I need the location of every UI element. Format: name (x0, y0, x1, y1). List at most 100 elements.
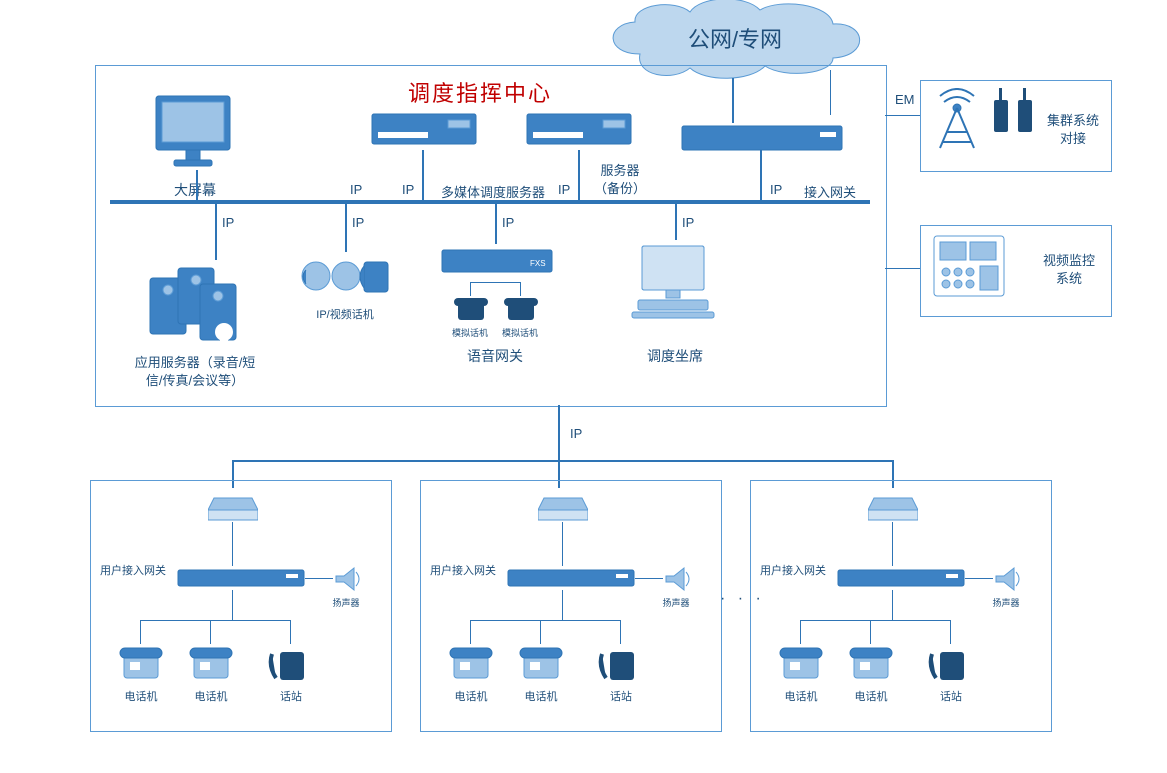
site1-t1: 电话机 (116, 688, 166, 704)
site3-station-icon (928, 644, 974, 684)
s1-h1 (140, 620, 290, 621)
site1-speaker-icon (330, 562, 364, 596)
s1-d2 (210, 620, 211, 644)
site1-phone1-icon (118, 644, 164, 684)
analog2-label: 模拟话机 (498, 326, 542, 339)
s2-d1 (470, 620, 471, 644)
ipphone-ip: IP (352, 215, 364, 230)
link-backup (578, 150, 580, 200)
analog-phone-2-icon (502, 294, 540, 326)
cloud-label: 公网/专网 (650, 22, 820, 54)
site3-phone2-icon (848, 644, 894, 684)
site1-phone2-icon (188, 644, 234, 684)
app-server-label2: 信/传真/会议等） (115, 370, 275, 389)
backup-ip: IP (558, 182, 570, 197)
site3-phone1-icon (778, 644, 824, 684)
s3-d1 (800, 620, 801, 644)
site1-station-icon (268, 644, 314, 684)
link-center-right1 (885, 115, 920, 116)
trunk-label2: 对接 (1038, 128, 1108, 147)
voice-gw-icon: FXS (440, 244, 555, 286)
link-voicegw (495, 204, 497, 244)
link-appserver (215, 204, 217, 260)
server-backup-label1: 服务器 (585, 160, 655, 179)
s2-spk-h (635, 578, 663, 579)
s3-d0 (892, 590, 893, 620)
site1-t2: 电话机 (186, 688, 236, 704)
mm-server-icon (370, 108, 478, 154)
video-panel-icon (932, 234, 1012, 304)
appserver-ip: IP (222, 215, 234, 230)
ip-phone-label: IP/视频话机 (300, 306, 390, 322)
s1-d3 (290, 620, 291, 644)
center-drop (558, 405, 560, 460)
site2-t3: 话站 (596, 688, 646, 704)
link-ipphone (345, 204, 347, 252)
site2-station-icon (598, 644, 644, 684)
radio-1-icon (988, 86, 1014, 136)
center-drop-ip: IP (570, 426, 582, 441)
app-server-label1: 应用服务器（录音/短 (115, 352, 275, 371)
antenna-icon (932, 88, 982, 152)
s3-h1 (800, 620, 950, 621)
site1-gw-icon (176, 566, 306, 592)
big-screen-label: 大屏幕 (140, 180, 250, 200)
trunk-label1: 集群系统 (1038, 110, 1108, 129)
bigscreen-side-ip: IP (350, 182, 362, 197)
link-accessgw (760, 150, 762, 200)
voice-gw-label: 语音网关 (455, 346, 535, 366)
seat-ip: IP (682, 215, 694, 230)
s1-d0 (232, 590, 233, 620)
link-center-right2 (885, 268, 920, 269)
em-label: EM (895, 92, 915, 107)
site3-router-icon (868, 488, 918, 524)
site1-spk-label: 扬声器 (326, 596, 366, 609)
site2-spk-label: 扬声器 (656, 596, 696, 609)
site3-t2: 电话机 (846, 688, 896, 704)
s2-d0 (562, 590, 563, 620)
videomon-label2: 系统 (1030, 268, 1108, 287)
access-gw-icon (680, 120, 845, 160)
site2-gw-icon (506, 566, 636, 592)
s3-v1 (892, 522, 893, 566)
site3-gw-icon (836, 566, 966, 592)
site2-speaker-icon (660, 562, 694, 596)
app-server-icon (140, 260, 250, 350)
vgw-hbar (470, 282, 520, 283)
sites-ellipsis: · · · (720, 590, 750, 608)
s1-spk-h (305, 578, 333, 579)
dispatch-seat-icon (628, 240, 724, 326)
site2-t2: 电话机 (516, 688, 566, 704)
s2-v1 (562, 522, 563, 566)
site2-router-icon (538, 488, 588, 524)
s1-v1 (232, 522, 233, 566)
site3-t3: 话站 (926, 688, 976, 704)
server-backup-label2: （备份） (585, 178, 655, 197)
videomon-label1: 视频监控 (1030, 250, 1108, 269)
s2-d2 (540, 620, 541, 644)
dispatch-seat-label: 调度坐席 (630, 346, 720, 366)
s2-h1 (470, 620, 620, 621)
bottom-hbar (232, 460, 892, 462)
center-title: 调度指挥中心 (380, 76, 580, 108)
accessgw-ip: IP (770, 182, 782, 197)
site3-spk-label: 扬声器 (986, 596, 1026, 609)
s3-d2 (870, 620, 871, 644)
s1-d1 (140, 620, 141, 644)
access-gw-label: 接入网关 (790, 182, 870, 201)
site3-speaker-icon (990, 562, 1024, 596)
monitor-icon (150, 92, 245, 180)
site3-t1: 电话机 (776, 688, 826, 704)
analog-phone-1-icon (452, 294, 490, 326)
site2-t1: 电话机 (446, 688, 496, 704)
link-bigscreen (196, 170, 198, 200)
mm-server-label: 多媒体调度服务器 (428, 182, 558, 201)
site1-t3: 话站 (266, 688, 316, 704)
mm-ip: IP (402, 182, 414, 197)
site2-phone1-icon (448, 644, 494, 684)
s2-d3 (620, 620, 621, 644)
analog1-label: 模拟话机 (448, 326, 492, 339)
ip-phone-icon (298, 252, 394, 306)
site1-router-icon (208, 488, 258, 524)
svg-text:FXS: FXS (530, 259, 546, 268)
